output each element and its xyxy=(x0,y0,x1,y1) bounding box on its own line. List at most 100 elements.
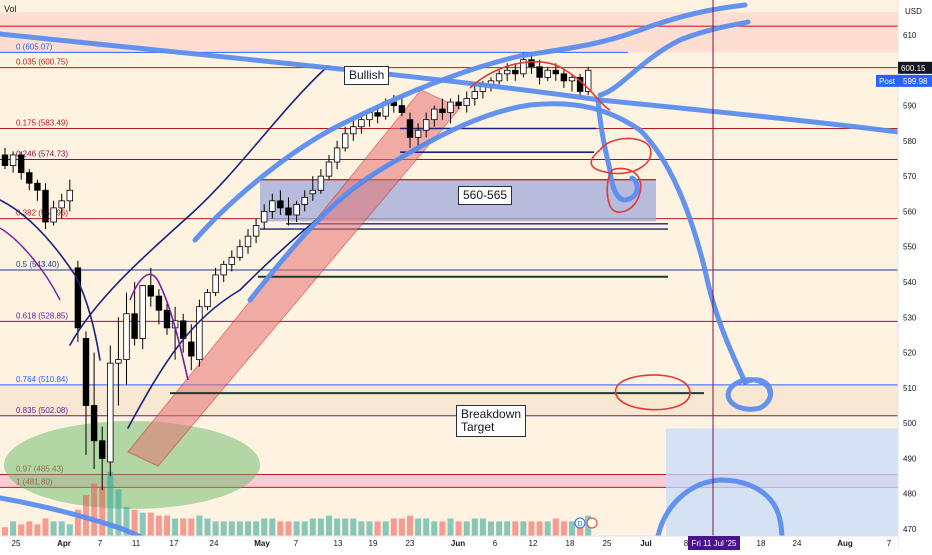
time-axis-label: 17 xyxy=(170,539,179,548)
breakdown-target-label[interactable]: Breakdown Target xyxy=(456,405,527,437)
left-curve-line xyxy=(0,199,101,361)
volume-bar xyxy=(50,521,57,536)
volume-bar xyxy=(253,521,260,536)
time-axis-label: 18 xyxy=(566,539,575,548)
volume-bar xyxy=(431,521,438,536)
volume-bar xyxy=(196,515,203,536)
volume-bar xyxy=(326,515,332,536)
candle-body xyxy=(285,207,292,216)
candle-body xyxy=(115,359,122,364)
volume-bar xyxy=(317,518,324,536)
volume-bar xyxy=(2,527,8,536)
candle-body xyxy=(447,101,454,114)
volume-bar xyxy=(552,518,559,536)
volume-bar xyxy=(131,509,138,536)
post-badge xyxy=(876,74,932,87)
price-tick-label: 550 xyxy=(903,243,917,252)
time-axis-label: 23 xyxy=(406,539,415,548)
candle-body xyxy=(220,263,227,276)
volume-bar xyxy=(520,521,527,536)
volume-bar xyxy=(415,518,422,536)
price-tick-label: 520 xyxy=(903,349,917,358)
time-axis-label: 13 xyxy=(334,539,343,548)
candle-body xyxy=(568,76,576,82)
time-axis-label: 19 xyxy=(369,539,378,548)
volume-bar xyxy=(99,486,106,536)
price-tick-label: 490 xyxy=(903,454,917,463)
candle-body xyxy=(431,108,438,121)
candle-body xyxy=(139,285,146,339)
target-loop-stroke xyxy=(725,377,774,412)
volume-bar xyxy=(544,521,551,536)
candle-body xyxy=(74,267,82,329)
top-shade-zone xyxy=(0,12,898,53)
candle-body xyxy=(463,98,470,106)
candle-body xyxy=(9,154,17,166)
volume-bar xyxy=(536,521,543,536)
fib-level-label: 0.618 (528.85) xyxy=(16,311,68,320)
volume-bar xyxy=(390,518,397,536)
candle-body xyxy=(277,200,284,209)
lower-shade-zone xyxy=(0,384,898,417)
candle-body xyxy=(414,129,422,138)
currency-label: USD xyxy=(905,7,922,16)
price-tick-label: 560 xyxy=(903,207,917,216)
purple-curve xyxy=(129,273,189,381)
volume-bar xyxy=(407,515,413,536)
volume-bar xyxy=(58,521,65,536)
time-axis-label: 8 xyxy=(684,539,689,548)
candle-body xyxy=(471,91,478,99)
time-axis-label: 18 xyxy=(757,539,766,548)
volume-bar xyxy=(107,471,114,536)
candle-body xyxy=(325,161,333,177)
candle-body xyxy=(244,235,252,248)
range-560-565-label[interactable]: 560-565 xyxy=(458,186,513,205)
fib-level-label: 0.764 (510.84) xyxy=(16,375,68,384)
candle-body xyxy=(301,196,308,205)
price-tick-label: 530 xyxy=(903,313,917,322)
time-axis-label: Aug xyxy=(837,539,853,548)
purple-curve-left xyxy=(0,227,61,301)
price-tick-label: 610 xyxy=(903,31,917,40)
candle-body xyxy=(503,69,511,75)
volume-bar xyxy=(285,521,292,536)
dividend-icon xyxy=(574,517,586,529)
volume-bar xyxy=(560,521,567,536)
candle-body xyxy=(317,175,325,191)
volume-bar xyxy=(212,521,219,536)
time-axis-label: 24 xyxy=(210,539,219,548)
volume-bar xyxy=(261,518,268,536)
volume-bar xyxy=(228,521,235,536)
volume-bar xyxy=(74,509,81,536)
volume-bar xyxy=(447,518,454,536)
time-axis-label: 6 xyxy=(493,539,498,548)
candle-body xyxy=(252,225,260,237)
red-circle-2 xyxy=(606,167,642,213)
candle-body xyxy=(236,246,244,258)
candle-body xyxy=(293,203,300,216)
event-icon xyxy=(586,517,598,529)
volume-bar xyxy=(334,518,341,536)
candle-body xyxy=(123,313,130,361)
candle-body xyxy=(439,108,446,114)
volume-bar xyxy=(382,521,389,536)
bullish-label[interactable]: Bullish xyxy=(344,66,390,85)
volume-bar xyxy=(423,518,430,536)
candle-body xyxy=(155,295,163,311)
volume-bar xyxy=(139,512,146,536)
fib-level-label: 0.382 (557.96) xyxy=(16,209,68,218)
volume-bar xyxy=(172,518,179,536)
volume-bar xyxy=(155,515,162,536)
candle-body xyxy=(528,59,535,68)
volume-bar xyxy=(569,521,575,536)
candle-body xyxy=(269,200,276,212)
candle-body xyxy=(34,182,41,191)
volume-bar xyxy=(115,489,122,536)
time-axis-label: 11 xyxy=(132,539,141,548)
price-tick-label: 480 xyxy=(903,490,917,499)
time-axis-label: Jun xyxy=(451,539,465,548)
volume-bar xyxy=(164,515,170,536)
volume-bar xyxy=(18,524,25,536)
candle-body xyxy=(228,256,235,265)
